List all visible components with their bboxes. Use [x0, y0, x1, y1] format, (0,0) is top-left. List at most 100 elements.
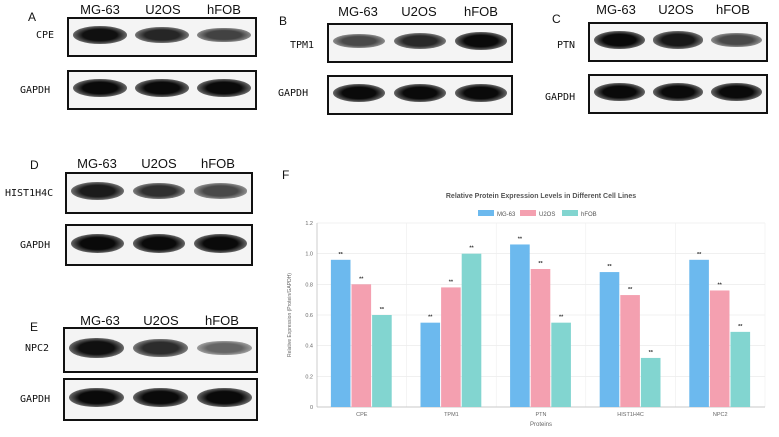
control-protein-label: GAPDH	[20, 240, 51, 251]
legend-label: U2OS	[539, 212, 555, 218]
protein-band	[133, 338, 188, 358]
protein-band	[333, 33, 386, 49]
panel-letter-f: F	[282, 168, 290, 182]
protein-band	[133, 387, 188, 408]
protein-band	[73, 79, 127, 97]
protein-band	[135, 26, 189, 44]
protein-band	[196, 340, 252, 356]
significance-label: **	[339, 252, 344, 258]
target-protein-label: TPM1	[290, 40, 315, 51]
control-blot	[588, 74, 768, 114]
x-tick-label: NPC2	[713, 412, 728, 418]
control-protein-label: GAPDH	[278, 88, 309, 99]
panel-letter-c: C	[552, 12, 561, 26]
bar	[372, 315, 392, 407]
protein-band	[193, 233, 247, 253]
protein-band	[652, 31, 704, 49]
protein-band	[193, 183, 247, 199]
control-blot	[67, 70, 257, 110]
lane-label: MG-63	[77, 156, 117, 171]
protein-band	[135, 79, 189, 97]
bar	[689, 259, 709, 407]
target-blot	[588, 22, 768, 62]
bar	[551, 322, 571, 407]
y-tick-label: 0.2	[305, 374, 313, 380]
y-tick-label: 1.2	[305, 221, 313, 227]
panel-letter-d: D	[30, 158, 39, 172]
protein-band	[197, 27, 251, 43]
protein-band	[73, 26, 127, 44]
chart-title: Relative Protein Expression Levels in Di…	[446, 193, 636, 200]
bar	[640, 357, 661, 407]
control-protein-label: GAPDH	[20, 394, 51, 405]
significance-label: **	[359, 276, 364, 282]
control-blot	[327, 75, 513, 115]
bar	[461, 253, 482, 407]
x-tick-label: CPE	[356, 412, 368, 418]
protein-band	[132, 233, 186, 253]
bar	[510, 244, 530, 407]
lane-label: hFOB	[201, 156, 235, 171]
target-protein-label: NPC2	[25, 343, 50, 354]
significance-label: **	[469, 246, 474, 252]
bar	[709, 290, 730, 407]
panel-letter-b: B	[279, 14, 288, 28]
x-tick-label: PTN	[536, 412, 547, 418]
significance-label: **	[649, 350, 654, 356]
protein-band	[393, 32, 447, 50]
protein-band	[196, 387, 252, 408]
bar	[420, 322, 441, 407]
expression-bar-chart: Relative Protein Expression Levels in Di…	[287, 193, 766, 428]
legend-swatch	[520, 210, 536, 216]
significance-label: **	[718, 282, 723, 288]
panel-letter-a: A	[28, 10, 37, 24]
protein-band	[711, 32, 762, 48]
lane-label: U2OS	[145, 2, 181, 17]
significance-label: **	[380, 307, 385, 313]
x-tick-label: HIST1H4C	[617, 412, 644, 418]
lane-label: MG-63	[596, 2, 636, 17]
significance-label: **	[628, 287, 633, 293]
lane-label: MG-63	[80, 2, 120, 17]
lane-label: MG-63	[338, 4, 378, 19]
y-tick-label: 0	[310, 405, 313, 411]
y-tick-label: 0.6	[305, 313, 313, 319]
lane-label: hFOB	[716, 2, 750, 17]
blot-panel-c: C MG-63 U2OS hFOB PTN GAPDH	[535, 0, 779, 114]
protein-band	[132, 182, 186, 200]
lane-label: U2OS	[141, 156, 177, 171]
y-tick-label: 0.8	[305, 282, 313, 288]
protein-band	[71, 182, 125, 200]
significance-label: **	[428, 315, 433, 321]
significance-label: **	[559, 315, 564, 321]
y-axis-title: Relative Expression (Protein/GAPDH)	[287, 273, 293, 357]
significance-label: **	[607, 264, 612, 270]
significance-label: **	[449, 279, 454, 285]
significance-label: **	[518, 236, 523, 242]
target-protein-label: CPE	[36, 30, 55, 41]
protein-band	[69, 387, 125, 408]
bar	[441, 287, 461, 407]
control-protein-label: GAPDH	[545, 92, 576, 103]
control-blot	[63, 378, 258, 421]
x-tick-label: TPM1	[444, 412, 459, 418]
y-tick-label: 1.0	[305, 252, 313, 258]
lane-label: U2OS	[143, 313, 179, 328]
bar	[530, 269, 551, 407]
bar	[620, 295, 640, 407]
legend-label: MG-63	[497, 212, 516, 218]
bar	[730, 331, 751, 407]
control-blot	[65, 224, 253, 266]
lane-label: MG-63	[80, 313, 120, 328]
protein-band	[454, 32, 507, 50]
lane-label: hFOB	[207, 2, 241, 17]
control-protein-label: GAPDH	[20, 85, 51, 96]
protein-band	[711, 83, 762, 101]
y-tick-label: 0.4	[305, 344, 313, 350]
target-protein-label: PTN	[557, 40, 576, 51]
target-blot	[65, 172, 253, 214]
legend-swatch	[478, 210, 494, 216]
target-blot	[67, 17, 257, 57]
protein-band	[69, 337, 125, 359]
target-protein-label: HIST1H4C	[5, 188, 54, 199]
